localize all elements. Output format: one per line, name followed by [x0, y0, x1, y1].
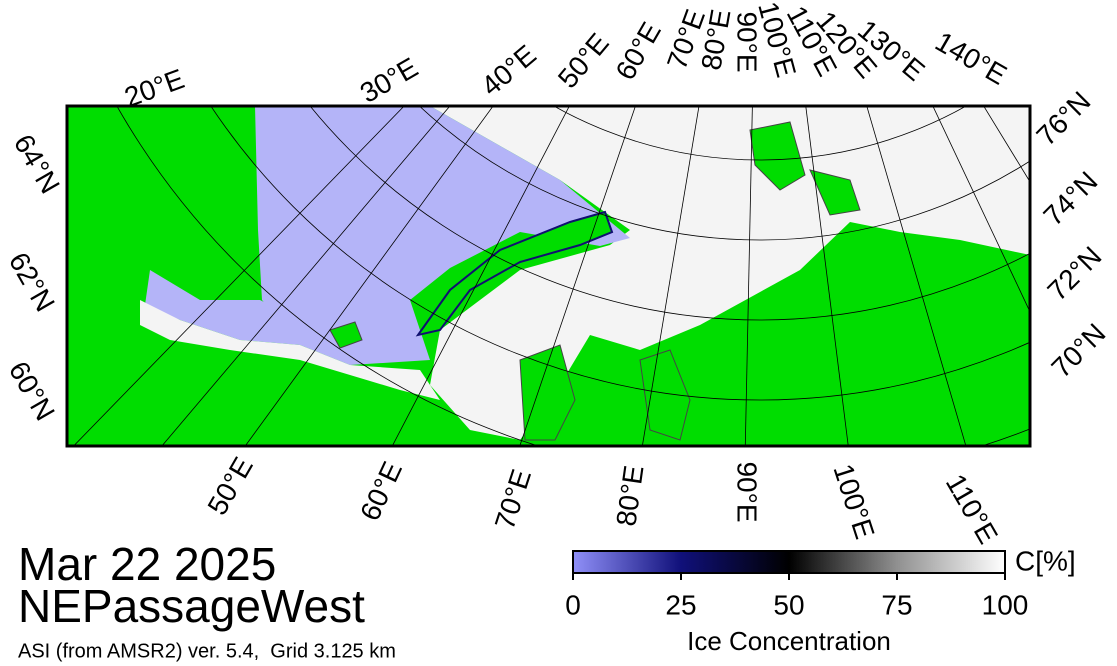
- meridian: [391, 106, 570, 446]
- coordinate-label: 62°N: [3, 247, 61, 317]
- coordinate-label: 40°E: [475, 39, 542, 102]
- meridian: [161, 106, 451, 446]
- colorbar-unit: C[%]: [1015, 545, 1076, 576]
- ice: [430, 106, 1030, 440]
- colorbar-tick-label: 25: [665, 589, 696, 620]
- region: NEPassageWest: [18, 580, 365, 632]
- coordinate-label: 72°N: [1041, 240, 1107, 306]
- coordinate-label: 60°N: [3, 356, 61, 426]
- meridian: [519, 106, 636, 446]
- colorbar-ticks: 0 25 50 75 100: [565, 573, 1028, 620]
- colorbar-label: Ice Concentration: [687, 626, 891, 656]
- island: [329, 321, 363, 349]
- colorbar-tick-label: 75: [881, 589, 912, 620]
- island: [809, 169, 861, 216]
- parallel: [210, 106, 1030, 401]
- coordinate-label: 74°N: [1037, 165, 1103, 231]
- coordinate-label: 70°E: [489, 466, 537, 534]
- ice-edge: [140, 300, 440, 400]
- parallel: [309, 106, 1030, 321]
- coordinate-label: 110°E: [940, 469, 1004, 549]
- meridian: [805, 106, 849, 446]
- island: [749, 121, 806, 191]
- coordinate-label: 90°E: [732, 11, 763, 72]
- open-water: [145, 270, 300, 345]
- island: [639, 349, 691, 441]
- colorbar: [572, 550, 1006, 574]
- coordinate-label: 60°E: [609, 17, 666, 85]
- coordinate-label: 64°N: [8, 129, 66, 199]
- coordinate-label: 50°E: [201, 452, 258, 520]
- coordinate-label: 30°E: [355, 51, 423, 108]
- colorbar-tick-label: 0: [565, 589, 581, 620]
- map-frame: [65, 104, 1032, 448]
- coordinate-label: 140°E: [930, 26, 1012, 91]
- coordinate-label: 90°E: [732, 461, 763, 522]
- meridian: [641, 106, 700, 446]
- colorbar-tick-label: 100: [982, 589, 1029, 620]
- source: ASI (from AMSR2) ver. 5.4, Grid 3.125 km: [18, 640, 396, 662]
- meridian: [73, 106, 405, 446]
- meridian: [244, 106, 494, 446]
- open-water: [255, 106, 630, 365]
- island: [415, 210, 614, 337]
- meridian: [932, 106, 1030, 313]
- coordinate-label: 100°E: [827, 460, 880, 542]
- coordinate-label: 76°N: [1030, 85, 1096, 151]
- parallel: [418, 106, 1030, 241]
- coordinate-label: 60°E: [354, 457, 408, 525]
- meridian: [866, 106, 967, 446]
- colorbar-tick-label: 50: [773, 589, 804, 620]
- coordinate-label: 50°E: [552, 27, 615, 94]
- parallel: [553, 106, 967, 161]
- meridian: [744, 106, 753, 446]
- coordinate-label: 80°E: [610, 463, 649, 528]
- date: Mar 22 2025: [18, 538, 276, 590]
- coordinate-label: 70°N: [1045, 317, 1111, 383]
